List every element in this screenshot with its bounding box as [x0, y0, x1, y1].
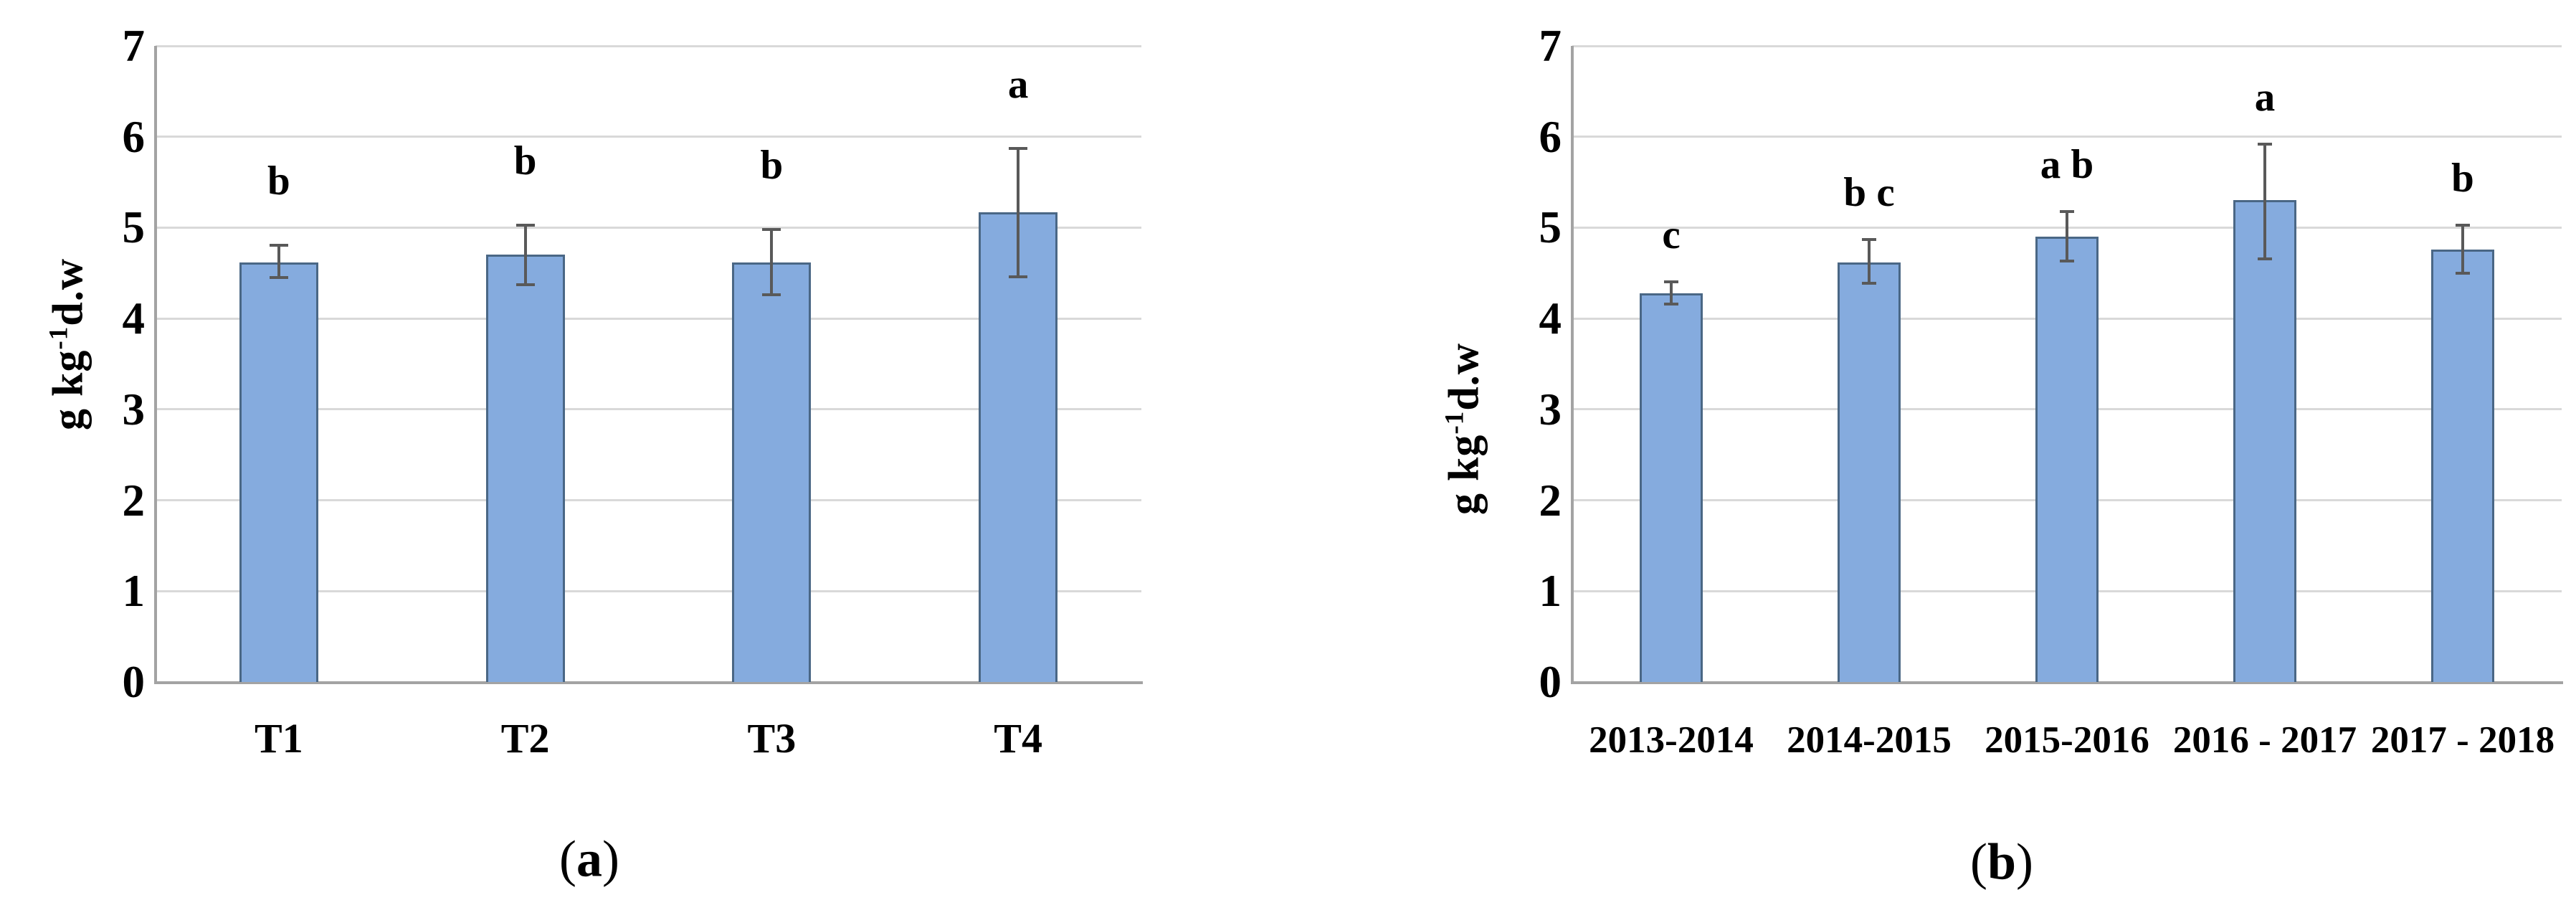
bar-b-2014-2015 — [1838, 262, 1901, 682]
y-tick-label-b-7: 7 — [1539, 21, 1562, 71]
error-bar-a-T3 — [770, 229, 774, 295]
panel-caption-b: (b) — [1969, 833, 2034, 891]
error-cap-top-b-2014-2015 — [1862, 237, 1876, 241]
error-cap-top-b-2013-2014 — [1664, 280, 1678, 284]
y-axis-line-b — [1571, 46, 1574, 682]
bar-a-T3 — [732, 262, 812, 682]
error-bar-b-2017 - 2018 — [2461, 224, 2464, 273]
sig-letter-b-2014-2015: b c — [1843, 169, 1895, 215]
error-bar-b-2015-2016 — [2066, 211, 2068, 262]
gridline-a-7 — [156, 44, 1141, 47]
bar-a-T1 — [239, 262, 318, 682]
bar-b-2013-2014 — [1640, 293, 1703, 682]
bar-b-2015-2016 — [2035, 237, 2099, 682]
error-cap-top-b-2017 - 2018 — [2456, 223, 2470, 227]
sig-letter-a-T4: a — [1007, 62, 1029, 108]
gridline-a-2 — [156, 499, 1141, 502]
error-cap-bottom-b-2015-2016 — [2060, 260, 2074, 263]
category-label-a-T2: T2 — [500, 715, 550, 762]
y-tick-label-a-5: 5 — [122, 202, 146, 253]
gridline-a-1 — [156, 589, 1141, 592]
y-tick-label-a-1: 1 — [122, 566, 146, 617]
panel-caption-a: (a) — [559, 830, 619, 888]
category-label-b-2015-2016: 2015-2016 — [1985, 719, 2149, 761]
gridline-a-5 — [156, 226, 1141, 229]
y-tick-label-a-2: 2 — [122, 475, 146, 526]
gridline-b-6 — [1572, 136, 2562, 138]
y-axis-line-a — [154, 46, 157, 682]
y-tick-label-b-5: 5 — [1539, 202, 1562, 253]
x-axis-line-b — [1571, 681, 2563, 684]
error-cap-bottom-b-2014-2015 — [1862, 281, 1876, 285]
error-cap-top-a-T1 — [269, 243, 288, 247]
error-cap-top-b-2015-2016 — [2060, 209, 2074, 213]
x-axis-line-a — [154, 681, 1143, 684]
error-cap-top-a-T3 — [762, 227, 781, 231]
y-tick-label-a-7: 7 — [122, 21, 146, 71]
sig-letter-b-2015-2016: a b — [2040, 141, 2094, 187]
category-label-a-T3: T3 — [747, 715, 797, 762]
y-tick-label-a-6: 6 — [122, 111, 146, 162]
error-bar-b-2013-2014 — [1670, 282, 1673, 304]
y-tick-label-a-3: 3 — [122, 384, 146, 435]
category-label-a-T4: T4 — [994, 715, 1042, 762]
y-tick-label-b-2: 2 — [1539, 475, 1562, 526]
error-bar-a-T1 — [277, 245, 280, 278]
error-bar-a-T2 — [523, 224, 527, 285]
error-cap-bottom-a-T1 — [269, 276, 288, 280]
bar-a-T2 — [485, 255, 565, 682]
gridline-b-7 — [1572, 44, 2562, 47]
error-bar-b-2016 - 2017 — [2263, 143, 2266, 259]
sig-letter-a-T1: b — [267, 158, 290, 204]
category-label-a-T1: T1 — [255, 715, 303, 762]
bar-b-2017 - 2018 — [2431, 249, 2494, 682]
sig-letter-a-T3: b — [760, 142, 784, 188]
y-tick-label-b-1: 1 — [1539, 566, 1562, 617]
caption-letter-a: a — [576, 830, 602, 888]
error-cap-bottom-a-T4 — [1009, 275, 1028, 278]
gridline-a-3 — [156, 408, 1141, 411]
sig-letter-b-2013-2014: c — [1662, 212, 1681, 258]
y-tick-label-a-0: 0 — [122, 657, 146, 707]
gridline-a-4 — [156, 317, 1141, 320]
error-cap-top-a-T2 — [515, 223, 535, 227]
category-label-b-2017 - 2018: 2017 - 2018 — [2370, 719, 2555, 761]
bar-a-T4 — [979, 212, 1058, 682]
error-cap-bottom-a-T2 — [515, 283, 535, 287]
error-bar-a-T4 — [1017, 148, 1020, 277]
y-tick-label-b-0: 0 — [1539, 657, 1562, 707]
error-cap-bottom-a-T3 — [762, 293, 781, 297]
error-cap-bottom-b-2016 - 2017 — [2258, 257, 2272, 260]
sig-letter-a-T2: b — [513, 138, 537, 184]
caption-letter-b: b — [1987, 833, 2017, 891]
error-cap-top-b-2016 - 2017 — [2258, 142, 2272, 146]
y-tick-label-a-4: 4 — [122, 293, 146, 344]
category-label-b-2013-2014: 2013-2014 — [1589, 719, 1754, 761]
y-tick-label-b-6: 6 — [1539, 111, 1562, 162]
error-cap-bottom-b-2017 - 2018 — [2456, 271, 2470, 275]
error-cap-bottom-b-2013-2014 — [1664, 302, 1678, 305]
y-tick-label-b-3: 3 — [1539, 384, 1562, 435]
sig-letter-b-2017 - 2018: b — [2451, 155, 2474, 201]
error-cap-top-a-T4 — [1009, 147, 1028, 151]
category-label-b-2014-2015: 2014-2015 — [1787, 719, 1952, 761]
y-tick-label-b-4: 4 — [1539, 293, 1562, 344]
gridline-a-6 — [156, 136, 1141, 138]
error-bar-b-2014-2015 — [1868, 239, 1871, 283]
sig-letter-b-2016 - 2017: a — [2254, 74, 2276, 120]
category-label-b-2016 - 2017: 2016 - 2017 — [2172, 719, 2357, 761]
bar-b-2016 - 2017 — [2233, 200, 2296, 682]
